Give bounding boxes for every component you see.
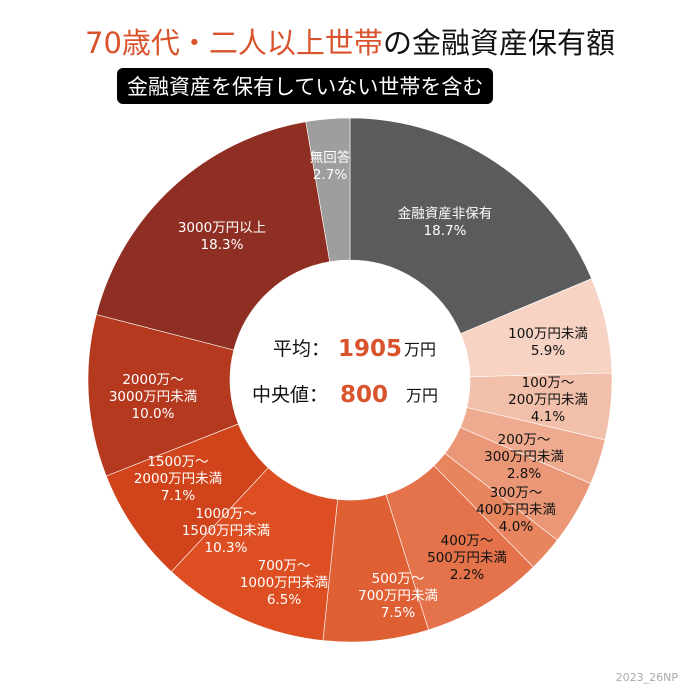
slice-value: 10.3% <box>205 540 248 556</box>
slice-category: 500万～ <box>372 571 425 587</box>
subtitle-badge: 金融資産を保有していない世帯を含む <box>117 68 494 104</box>
slice-category: 100万円未満 <box>508 326 588 342</box>
slice-category: 1000万～ <box>195 506 256 522</box>
slice-label-10: 2000万～ 3000万円未満 10.0% <box>109 372 197 422</box>
slice-label-0: 金融資産非保有 18.7% <box>398 206 493 239</box>
slice-category: 200万円未満 <box>508 392 588 408</box>
slice-label-7: 700万～ 1000万円未満 6.5% <box>240 558 328 608</box>
slice-value: 7.5% <box>381 605 415 621</box>
slice-value: 6.5% <box>267 592 301 608</box>
slice-label-6: 500万～ 700万円未満 7.5% <box>358 571 438 621</box>
slice-category: 2000万～ <box>122 372 183 388</box>
slice-category: 700万～ <box>258 558 311 574</box>
average-value: 1905 <box>338 336 402 362</box>
slice-label-1: 100万円未満 5.9% <box>508 326 588 359</box>
slice-category: 3000万円以上 <box>178 220 266 236</box>
slice-category: 3000万円未満 <box>109 389 197 405</box>
slice-value: 18.3% <box>201 237 244 253</box>
slice-label-5: 400万～ 500万円未満 2.2% <box>427 533 507 583</box>
slice-label-2: 100万～ 200万円未満 4.1% <box>508 375 588 425</box>
slice-0 <box>349 117 593 334</box>
slice-label-4: 300万～ 400万円未満 4.0% <box>476 485 556 535</box>
slice-category: 300万～ <box>490 485 543 501</box>
slice-value: 2.7% <box>313 167 347 183</box>
slice-label-3: 200万～ 300万円未満 2.8% <box>484 432 564 482</box>
slice-category: 400万～ <box>441 533 494 549</box>
slice-category: 400万円未満 <box>476 502 556 518</box>
slice-category: 金融資産非保有 <box>398 206 493 222</box>
slice-label-11: 3000万円以上 18.3% <box>178 220 266 253</box>
slice-value: 18.7% <box>424 223 467 239</box>
slice-category: 200万～ <box>498 432 551 448</box>
slice-category: 無回答 <box>310 149 351 166</box>
slice-value: 7.1% <box>161 488 195 504</box>
slice-category: 2000万円未満 <box>134 471 222 487</box>
slice-category: 300万円未満 <box>484 449 564 465</box>
slice-category: 500万円未満 <box>427 550 507 566</box>
slice-12 <box>305 117 351 263</box>
slice-value: 10.0% <box>132 406 175 422</box>
slice-value: 4.0% <box>499 519 533 535</box>
median-unit: 万円 <box>406 386 438 405</box>
slice-11 <box>95 121 331 351</box>
credit: 2023_26NP <box>615 671 678 684</box>
slice-category: 1500万～ <box>147 454 208 470</box>
slice-category: 1500万円未満 <box>182 523 270 539</box>
chart-title: 70歳代・二人以上世帯の金融資産保有額 <box>0 20 700 62</box>
slice-category: 1000万円未満 <box>240 575 328 591</box>
slice-label-8: 1000万～ 1500万円未満 10.3% <box>182 506 270 556</box>
slice-label-9: 1500万～ 2000万円未満 7.1% <box>134 454 222 504</box>
average-label: 平均： <box>273 338 330 360</box>
slice-category: 100万～ <box>522 375 575 391</box>
slice-category: 700万円未満 <box>358 588 438 604</box>
slice-value: 5.9% <box>531 343 565 359</box>
slice-value: 2.2% <box>450 567 484 583</box>
median-label: 中央値： <box>252 384 328 406</box>
average-unit: 万円 <box>404 340 436 359</box>
slice-value: 2.8% <box>507 466 541 482</box>
median-value: 800 <box>340 382 388 408</box>
title-accent: 70歳代・二人以上世帯 <box>85 26 383 60</box>
title-rest: の金融資産保有額 <box>382 26 615 60</box>
slice-label-12: 無回答 2.7% <box>310 149 351 183</box>
slice-value: 4.1% <box>531 409 565 425</box>
